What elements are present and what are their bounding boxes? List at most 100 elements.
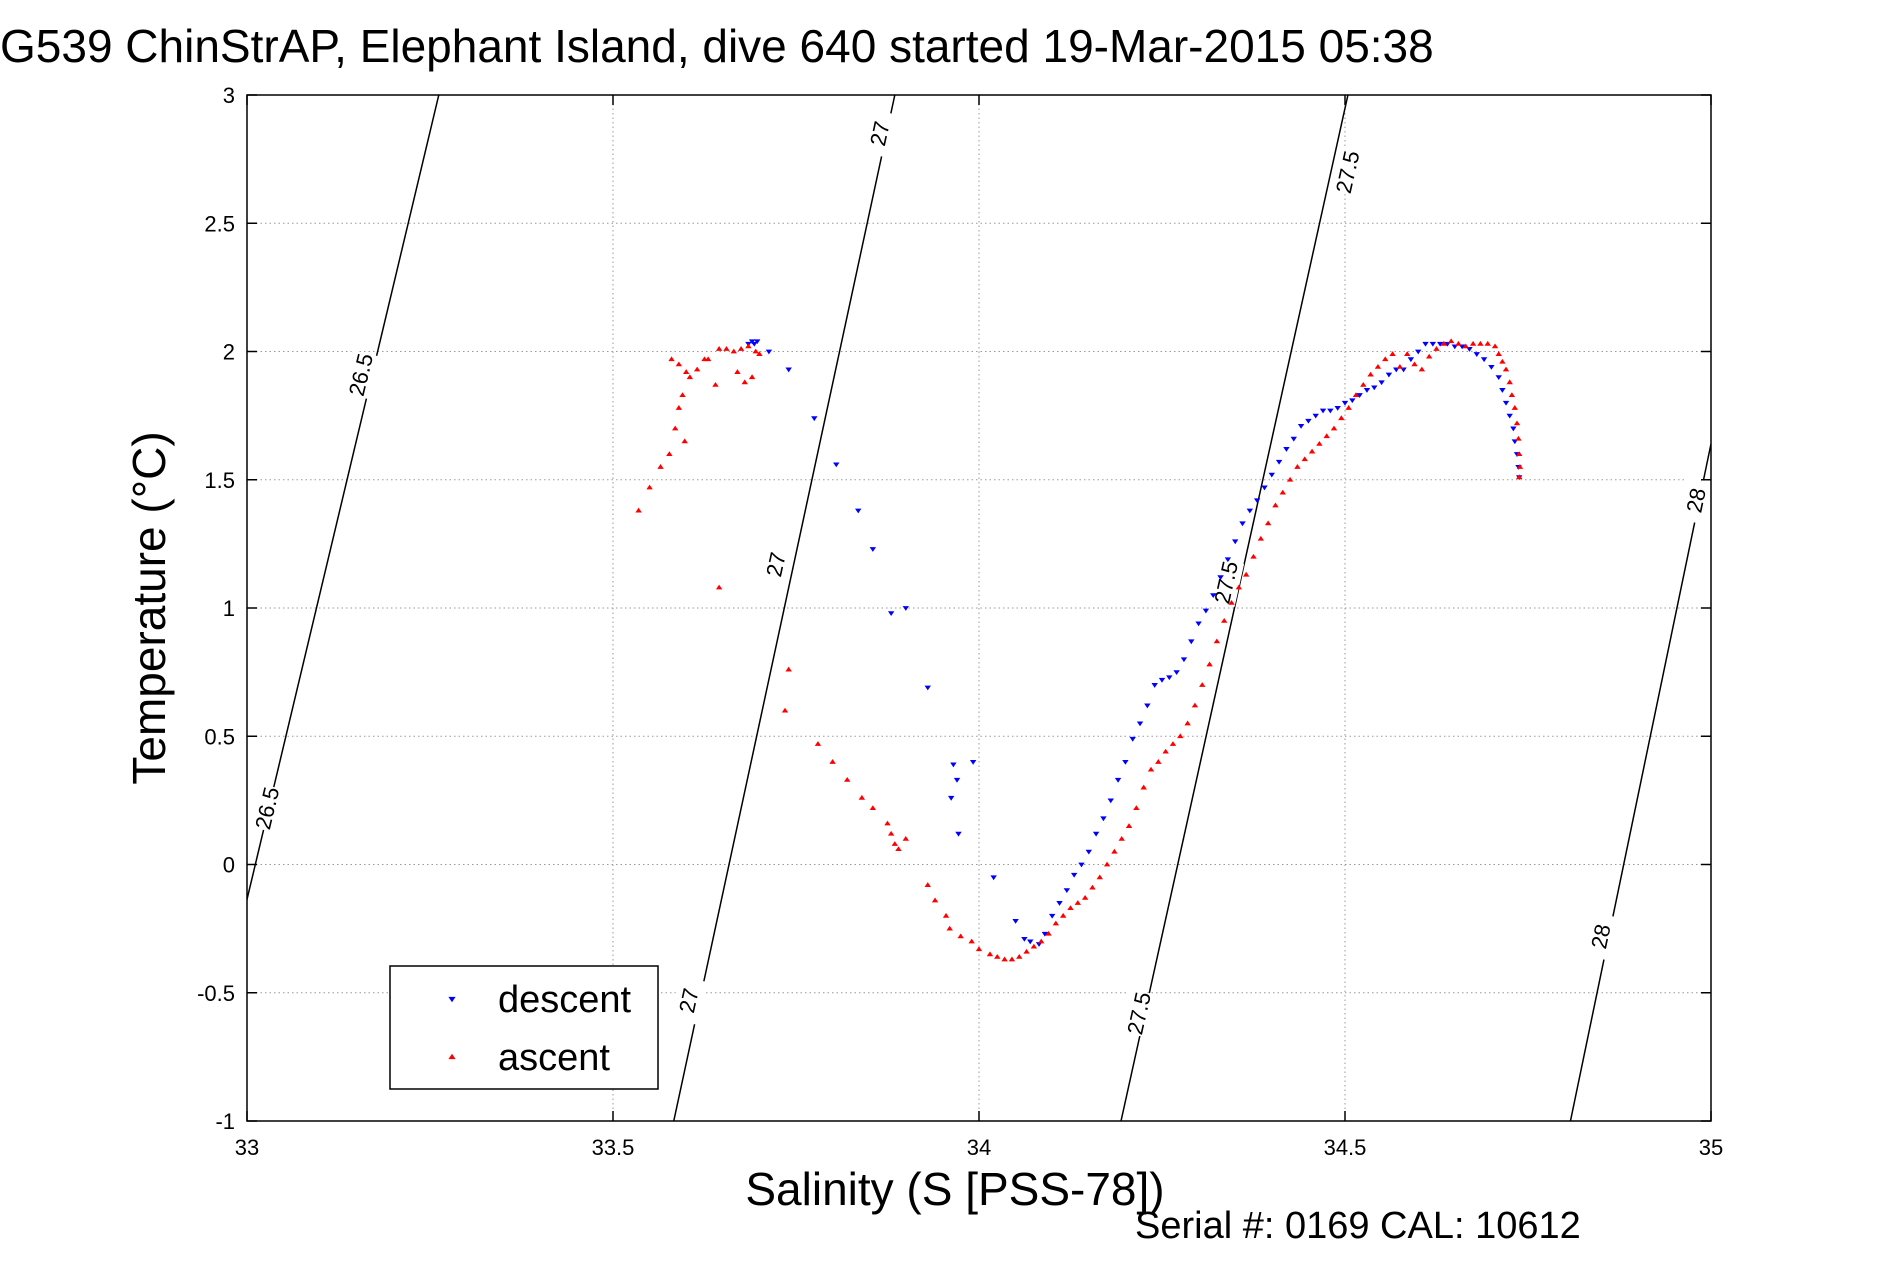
ascent-point [1089, 884, 1096, 890]
ascent-point [1038, 938, 1045, 944]
descent-point [1429, 341, 1437, 347]
ascent-point [756, 351, 763, 356]
ascent-point [1516, 451, 1523, 457]
ascent-point [635, 507, 642, 513]
ascent-point [1111, 848, 1118, 854]
ascent-point [1184, 720, 1191, 726]
ascent-point [672, 425, 679, 431]
descent-point [1173, 670, 1180, 676]
y-axis-label: Temperature (°C) [123, 431, 175, 784]
descent-point [1488, 364, 1495, 370]
descent-point [1180, 657, 1188, 663]
descent-point [1349, 398, 1356, 404]
descent-point [924, 685, 931, 691]
ascent-point [1516, 464, 1524, 469]
descent-point [1334, 406, 1341, 411]
descent-point [902, 606, 909, 611]
descent-point [1495, 375, 1502, 381]
descent-point [1012, 919, 1019, 924]
legend-label: ascent [498, 1037, 610, 1079]
ascent-point [1213, 638, 1221, 644]
ascent-point [1495, 351, 1502, 356]
serial-footer: Serial #: 0169 CAL: 10612 [1135, 1205, 1581, 1247]
ascent-point [1338, 415, 1345, 421]
ascent-point [957, 933, 964, 939]
descent-point [1166, 675, 1173, 681]
descent-point [1506, 413, 1513, 419]
y-tick-label: -0.5 [197, 981, 235, 1006]
ascent-point [679, 392, 686, 398]
descent-point [1378, 380, 1385, 386]
y-tick-label: 2.5 [204, 211, 235, 236]
ascent-point [1016, 953, 1023, 959]
descent-point [1305, 418, 1312, 424]
ascent-point [1294, 464, 1301, 469]
ascent-point [1477, 340, 1484, 346]
ascent-point [745, 343, 752, 349]
ascent-point [657, 464, 664, 469]
ascent-point [1059, 912, 1067, 918]
ascent-point [1096, 874, 1103, 880]
isopycnal-line [673, 95, 896, 1121]
ascent-point [686, 374, 694, 380]
ascent-point [1125, 823, 1133, 828]
ascent-point [1499, 358, 1506, 364]
isopycnal-label-bg [248, 783, 286, 833]
descent-point [1100, 816, 1107, 822]
descent-point [1297, 423, 1305, 429]
ascent-point [715, 584, 723, 590]
ascent-point [683, 369, 690, 374]
descent-point [1063, 888, 1071, 894]
ascent-point [858, 794, 866, 800]
descent-point [785, 367, 792, 373]
descent-point [1312, 413, 1319, 419]
ascent-point [1418, 366, 1426, 372]
descent-point [990, 875, 997, 881]
descent-point [1327, 408, 1334, 414]
ascent-point [1513, 420, 1521, 426]
ascent-point [1286, 476, 1294, 482]
descent-point [1041, 931, 1049, 937]
ascent-point [1360, 381, 1367, 387]
ascent-point [1484, 340, 1491, 346]
descent-point [887, 611, 895, 617]
ascent-point [730, 348, 737, 354]
ascent-point [1242, 571, 1250, 577]
ascent-point [1001, 956, 1008, 962]
ascent-point [1511, 405, 1519, 410]
ascent-point [646, 484, 653, 490]
ascent-point [1447, 338, 1455, 344]
descent-point [1151, 683, 1158, 688]
descent-point [1341, 400, 1349, 406]
descent-point [969, 759, 977, 765]
ascent-point [895, 846, 902, 852]
ascent-point [781, 707, 789, 713]
descent-point [1385, 372, 1393, 378]
descent-point [1422, 341, 1429, 347]
descent-point [1239, 521, 1246, 527]
ascent-point [737, 346, 745, 351]
isopycnal-label-bg [1328, 147, 1366, 197]
ascent-point [1411, 361, 1418, 367]
descent-point [955, 831, 962, 837]
isopycnal-label: 27 [761, 550, 791, 579]
ascent-point [1323, 433, 1330, 439]
ascent-point [869, 805, 877, 810]
y-tick-label: 0 [223, 853, 235, 878]
data-series [635, 338, 1524, 962]
descent-point [1246, 508, 1254, 514]
ascent-point [1316, 440, 1323, 446]
isopycnal-label-bg [1677, 475, 1711, 525]
ascent-point [1155, 759, 1162, 764]
descent-point [1371, 385, 1378, 391]
ascent-point [1491, 343, 1499, 349]
descent-point [1144, 703, 1151, 709]
ascent-point [1301, 456, 1308, 462]
ascent-point [1169, 741, 1177, 746]
descent-point [1253, 498, 1261, 504]
descent-point [869, 547, 877, 552]
ascent-point [1279, 489, 1286, 495]
descent-point [1195, 621, 1202, 627]
descent-point [855, 508, 862, 514]
